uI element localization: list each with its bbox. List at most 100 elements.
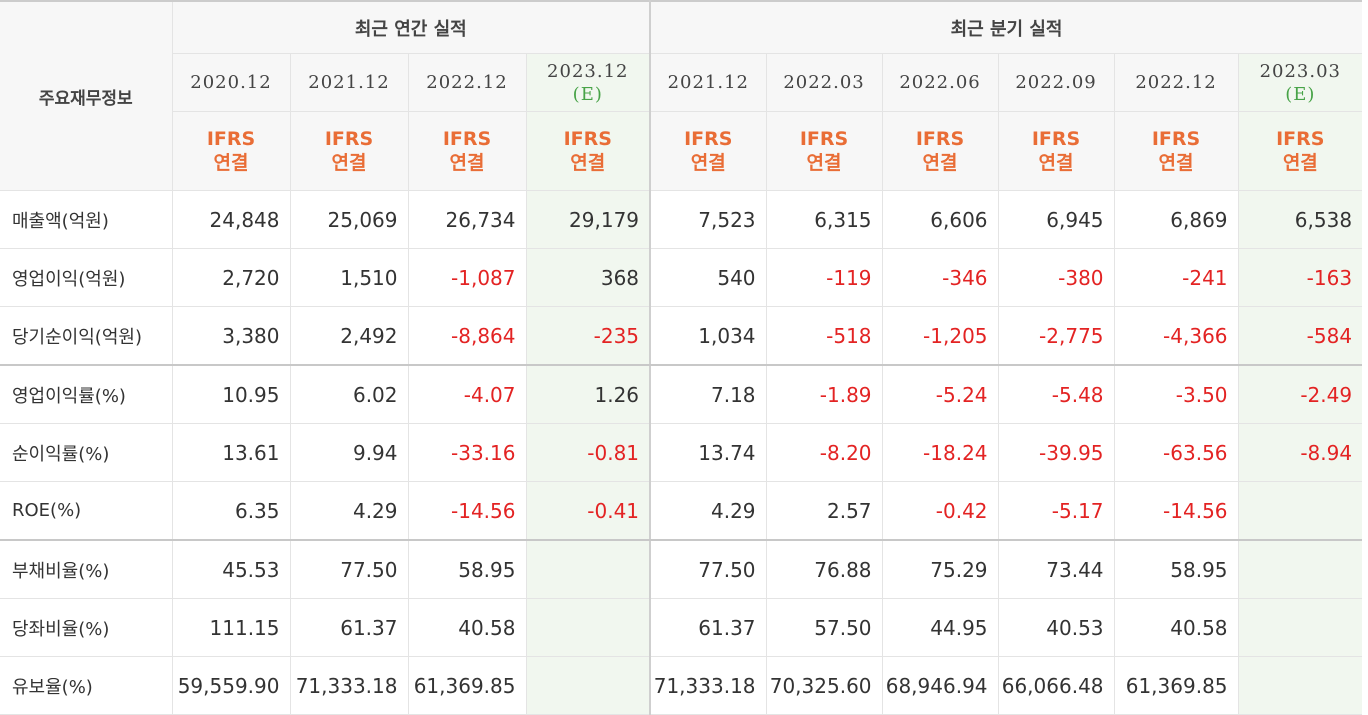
value-cell [1237, 481, 1363, 541]
consolidation-label: 연결 [922, 152, 958, 174]
accounting-standard-header: IFRS 연결 [1237, 111, 1363, 191]
consolidation-label: 연결 [1158, 152, 1194, 174]
period-header: 2021.12 [289, 53, 408, 112]
table-row: 당좌비율(%) 111.15 61.37 40.58 61.37 57.50 44.95 40… [0, 598, 1363, 657]
value-cell: 77.50 [289, 540, 408, 599]
value-cell: -2,775 [997, 306, 1115, 366]
value-cell: -4.07 [407, 365, 526, 424]
period-header: 2022.09 [997, 53, 1115, 112]
value-cell: -1,205 [881, 306, 999, 366]
value-cell: -1,087 [407, 248, 526, 307]
period-header: 2023.03 (E) [1237, 53, 1363, 112]
value-cell: -518 [765, 306, 883, 366]
consolidation-label: 연결 [213, 152, 249, 174]
ifrs-label: IFRS [1276, 128, 1325, 150]
consolidation-label: 연결 [570, 152, 606, 174]
value-cell: 6,538 [1237, 190, 1363, 249]
estimate-mark: (E) [572, 83, 603, 105]
value-cell: 59,559.90 [171, 656, 290, 715]
value-cell: -5.24 [881, 365, 999, 424]
value-cell: 40.58 [1113, 598, 1239, 657]
value-cell: -39.95 [997, 423, 1115, 482]
value-cell: 4.29 [289, 481, 408, 541]
period-date: 2022.03 [783, 72, 865, 93]
value-cell: 26,734 [407, 190, 526, 249]
value-cell: 29,179 [525, 190, 651, 249]
row-label: 부채비율(%) [0, 540, 172, 599]
value-cell: 73.44 [997, 540, 1115, 599]
value-cell: 76.88 [765, 540, 883, 599]
period-date: 2022.06 [899, 72, 981, 93]
value-cell: 25,069 [289, 190, 408, 249]
value-cell: 368 [525, 248, 651, 307]
ifrs-label: IFRS [1151, 128, 1201, 150]
period-header: 2022.12 [1113, 53, 1239, 112]
value-cell: -119 [765, 248, 883, 307]
value-cell: 77.50 [649, 540, 767, 599]
accounting-standard-header: IFRS 연결 [525, 111, 651, 191]
value-cell: -33.16 [407, 423, 526, 482]
value-cell: 45.53 [171, 540, 290, 599]
accounting-standard-header: IFRS 연결 [765, 111, 883, 191]
period-date: 2021.12 [667, 72, 749, 93]
ifrs-label: IFRS [915, 128, 965, 150]
row-label-header: 주요재무정보 [0, 1, 172, 191]
table-row: 매출액(억원) 24,848 25,069 26,734 29,179 7,523 6,31… [0, 190, 1363, 249]
value-cell: -4,366 [1113, 306, 1239, 366]
quarterly-results-header: 최근 분기 실적 [649, 1, 1363, 54]
value-cell: 6,606 [881, 190, 999, 249]
table-row: 영업이익(억원) 2,720 1,510 -1,087 368 540 -119 -346 -3… [0, 248, 1363, 307]
value-cell: 6.02 [289, 365, 408, 424]
value-cell: -5.48 [997, 365, 1115, 424]
value-cell: 44.95 [881, 598, 999, 657]
table-row: 당기순이익(억원) 3,380 2,492 -8,864 -235 1,034 -518 -1… [0, 306, 1363, 366]
ifrs-label: IFRS [563, 128, 612, 150]
value-cell: -163 [1237, 248, 1363, 307]
value-cell: -14.56 [407, 481, 526, 541]
value-cell: 61.37 [649, 598, 767, 657]
period-header: 2022.12 [407, 53, 526, 112]
value-cell: -0.81 [525, 423, 651, 482]
period-date: 2022.09 [1015, 72, 1097, 93]
value-cell: 58.95 [407, 540, 526, 599]
accounting-standard-header: IFRS 연결 [1113, 111, 1239, 191]
accounting-standard-header: IFRS 연결 [997, 111, 1115, 191]
value-cell [1237, 656, 1363, 715]
accounting-standard-header: IFRS 연결 [407, 111, 526, 191]
value-cell: 24,848 [171, 190, 290, 249]
accounting-standard-header: IFRS 연결 [649, 111, 767, 191]
estimate-mark: (E) [1285, 83, 1316, 105]
accounting-standard-row: IFRS 연결 IFRS 연결 IFRS 연결 IFRS 연결 IFRS 연결 IFRS 연결 IFRS… [0, 111, 1363, 191]
value-cell: 57.50 [765, 598, 883, 657]
value-cell: -1.89 [765, 365, 883, 424]
row-label: 매출액(억원) [0, 190, 172, 249]
value-cell: 2,720 [171, 248, 290, 307]
period-date: 2022.12 [1135, 72, 1217, 93]
period-header-row: 2020.12 2021.12 2022.12 2023.12 (E) 2021.12 20… [0, 53, 1363, 112]
value-cell: 1,510 [289, 248, 408, 307]
period-header: 2022.03 [765, 53, 883, 112]
value-cell [525, 656, 651, 715]
consolidation-label: 연결 [690, 152, 726, 174]
ifrs-label: IFRS [1031, 128, 1081, 150]
consolidation-label: 연결 [1282, 152, 1318, 174]
value-cell: -241 [1113, 248, 1239, 307]
consolidation-label: 연결 [331, 152, 367, 174]
value-cell: 70,325.60 [765, 656, 883, 715]
table-row: 영업이익률(%) 10.95 6.02 -4.07 1.26 7.18 -1.89 -5.24… [0, 365, 1363, 424]
value-cell: 3,380 [171, 306, 290, 366]
consolidation-label: 연결 [806, 152, 842, 174]
value-cell: 1.26 [525, 365, 651, 424]
value-cell: -63.56 [1113, 423, 1239, 482]
period-date: 2020.12 [190, 72, 272, 93]
table-body: 매출액(억원) 24,848 25,069 26,734 29,179 7,523 6,31… [0, 190, 1363, 715]
row-label: 유보율(%) [0, 656, 172, 715]
value-cell: 75.29 [881, 540, 999, 599]
value-cell: 6,869 [1113, 190, 1239, 249]
accounting-standard-header: IFRS 연결 [289, 111, 408, 191]
accounting-standard-header: IFRS 연결 [171, 111, 290, 191]
value-cell [1237, 540, 1363, 599]
value-cell: -346 [881, 248, 999, 307]
ifrs-label: IFRS [442, 128, 492, 150]
value-cell: 6.35 [171, 481, 290, 541]
